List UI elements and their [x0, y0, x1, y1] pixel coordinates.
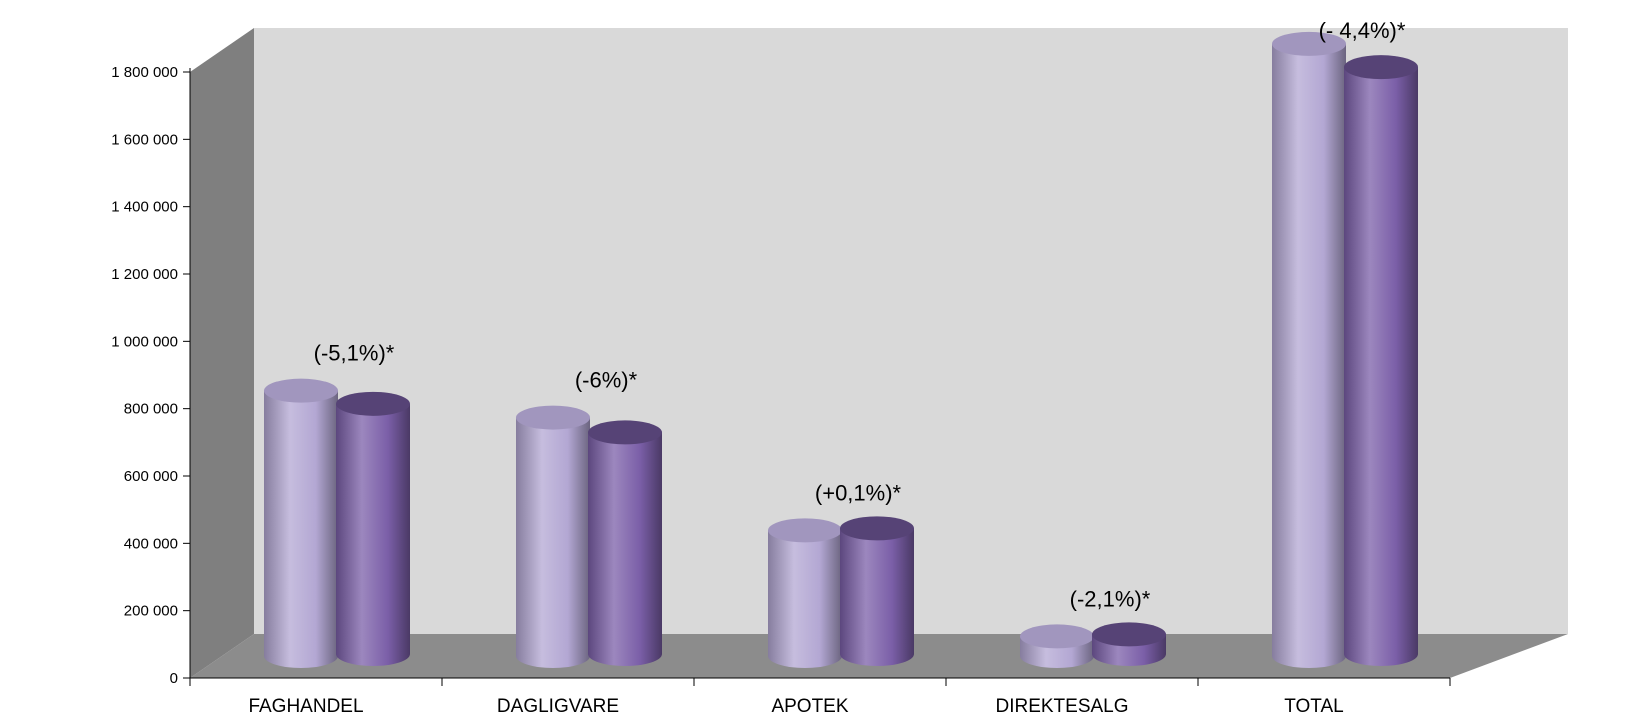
data-labels: (-5,1%)* (-6%)* (+0,1%)* (-2,1%)* (- 4,4%)* — [314, 18, 1406, 611]
bar-top — [1020, 624, 1094, 649]
y-tick-label: 600 000 — [124, 468, 178, 485]
bar-apotek-series-2 — [840, 516, 914, 666]
data-label: (+0,1%)* — [815, 480, 902, 505]
bar-total-series-2 — [1344, 55, 1418, 666]
bar-faghandel-series-1 — [264, 378, 338, 668]
bar-top — [588, 420, 662, 445]
bar-body — [588, 432, 662, 666]
bar-top — [1272, 31, 1346, 56]
bars — [264, 31, 1418, 668]
bar-body — [264, 390, 338, 668]
x-tick-label: APOTEK — [771, 696, 848, 717]
y-tick-label: 1 200 000 — [111, 266, 178, 283]
bar-direktesalg-series-2 — [1092, 622, 1166, 666]
y-axis: 0 200 000 400 000 600 000 800 000 1 000 000 1 … — [111, 64, 191, 687]
y-tick-label: 200 000 — [124, 603, 178, 620]
data-label: (-2,1%)* — [1070, 586, 1151, 611]
x-tick-label: DAGLIGVARE — [497, 696, 619, 717]
bar-dagligvare-series-2 — [588, 420, 662, 666]
bar-top — [264, 378, 338, 403]
bar-apotek-series-1 — [768, 518, 842, 668]
bar-body — [1344, 67, 1418, 666]
data-label: (- 4,4%)* — [1319, 18, 1406, 43]
bar-top — [768, 518, 842, 543]
bar-top — [336, 391, 410, 416]
y-tick-label: 0 — [170, 670, 178, 687]
bar-body — [516, 417, 590, 668]
bar-faghandel-series-2 — [336, 391, 410, 666]
bar-total-series-1 — [1272, 31, 1346, 668]
data-label: (-6%)* — [575, 368, 638, 393]
x-tick-label: DIREKTESALG — [995, 696, 1128, 717]
bar-dagligvare-series-1 — [516, 405, 590, 668]
bar-body — [336, 403, 410, 666]
bar-top — [840, 516, 914, 541]
bar-body — [840, 528, 914, 666]
bar-top — [1092, 622, 1166, 647]
y-tick-label: 1 600 000 — [111, 131, 178, 148]
side-wall — [190, 28, 254, 678]
y-tick-label: 1 000 000 — [111, 333, 178, 350]
x-tick-label: FAGHANDEL — [248, 696, 363, 717]
y-tick-label: 800 000 — [124, 401, 178, 418]
bar-direktesalg-series-1 — [1020, 624, 1094, 668]
bar-top — [1344, 55, 1418, 80]
y-tick-label: 400 000 — [124, 535, 178, 552]
y-tick-label: 1 400 000 — [111, 199, 178, 216]
bar-body — [768, 530, 842, 668]
data-label: (-5,1%)* — [314, 341, 395, 366]
bar-top — [516, 405, 590, 430]
x-tick-label: TOTAL — [1284, 696, 1343, 717]
bar-body — [1272, 43, 1346, 668]
y-tick-label: 1 800 000 — [111, 64, 178, 81]
x-axis: FAGHANDEL DAGLIGVARE APOTEK DIREKTESALG TOTA… — [189, 677, 1451, 717]
